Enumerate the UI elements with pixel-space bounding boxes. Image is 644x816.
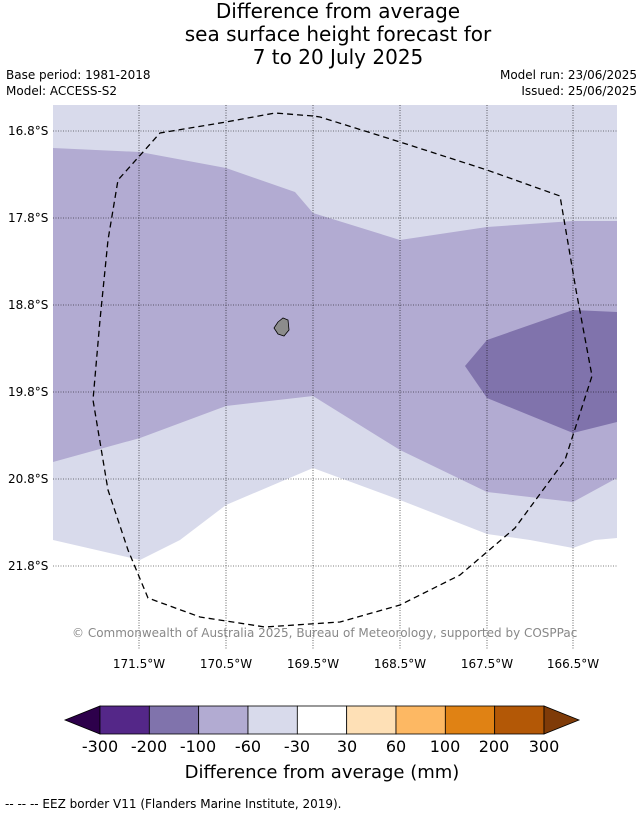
lon-label-4: 168.5°W — [373, 657, 427, 671]
colorbar-cell-1 — [99, 705, 150, 735]
lat-label-5: 20.8°S — [8, 472, 49, 486]
colorbar-tick-2: -200 — [130, 737, 168, 756]
eez-legend-note: -- -- -- EEZ border V11 (Flanders Marine… — [5, 797, 342, 811]
copyright-notice: © Commonwealth of Australia 2025, Bureau… — [72, 626, 578, 640]
colorbar-cell-3 — [198, 705, 249, 735]
lon-label-1: 171.5°W — [112, 657, 166, 671]
colorbar-cell-2 — [148, 705, 200, 735]
band-minus200-minus100 — [465, 310, 617, 433]
lon-label-5: 167.5°W — [460, 657, 514, 671]
colorbar-cell-5 — [296, 705, 348, 735]
colorbar-tick-10: 300 — [528, 737, 560, 756]
colorbar-tick-5: -30 — [283, 737, 311, 756]
lon-label-3: 169.5°W — [286, 657, 340, 671]
colorbar-cell-8 — [444, 705, 496, 735]
map-title: Difference from average sea surface heig… — [0, 0, 644, 69]
colorbar-tick-7: 60 — [385, 737, 407, 756]
gridlines — [53, 105, 617, 650]
colorbar — [63, 705, 581, 735]
band-minus100-minus60 — [53, 148, 617, 502]
model-run: Model run: 23/06/2025 — [499, 68, 637, 82]
map-area — [53, 105, 617, 650]
colorbar-tick-4: -60 — [234, 737, 262, 756]
colorbar-extend-low — [63, 705, 101, 735]
colorbar-cell-4 — [247, 705, 298, 735]
meta-right: Model run: 23/06/2025 Issued: 25/06/2025 — [500, 67, 637, 99]
colorbar-cell-7 — [395, 705, 446, 735]
lat-label-1: 16.8°S — [8, 124, 49, 138]
base-period: Base period: 1981-2018 — [6, 68, 151, 82]
title-line-3: 7 to 20 July 2025 — [252, 45, 424, 69]
colorbar-tick-8: 100 — [429, 737, 461, 756]
colorbar-title: Difference from average (mm) — [184, 762, 460, 783]
lon-label-6: 166.5°W — [546, 657, 600, 671]
colorbar-cell-6 — [346, 705, 397, 735]
lon-label-2: 170.5°W — [199, 657, 253, 671]
colorbar-cell-9 — [494, 705, 545, 735]
issued-date: Issued: 25/06/2025 — [521, 84, 637, 98]
colorbar-tick-9: 200 — [478, 737, 510, 756]
title-line-2: sea surface height forecast for — [184, 22, 492, 46]
model-name: Model: ACCESS-S2 — [6, 84, 118, 98]
colorbar-extend-high — [543, 705, 581, 735]
meta-left: Base period: 1981-2018 Model: ACCESS-S2 — [6, 67, 151, 99]
colorbar-tick-1: -300 — [81, 737, 119, 756]
lat-label-6: 21.8°S — [8, 559, 49, 573]
island-land — [273, 317, 290, 337]
colorbar-tick-6: 30 — [336, 737, 358, 756]
lat-label-2: 17.8°S — [8, 211, 49, 225]
colorbar-tick-3: -100 — [179, 737, 217, 756]
title-line-1: Difference from average — [215, 0, 461, 23]
lat-label-4: 19.8°S — [8, 385, 49, 399]
lat-label-3: 18.8°S — [8, 298, 49, 312]
